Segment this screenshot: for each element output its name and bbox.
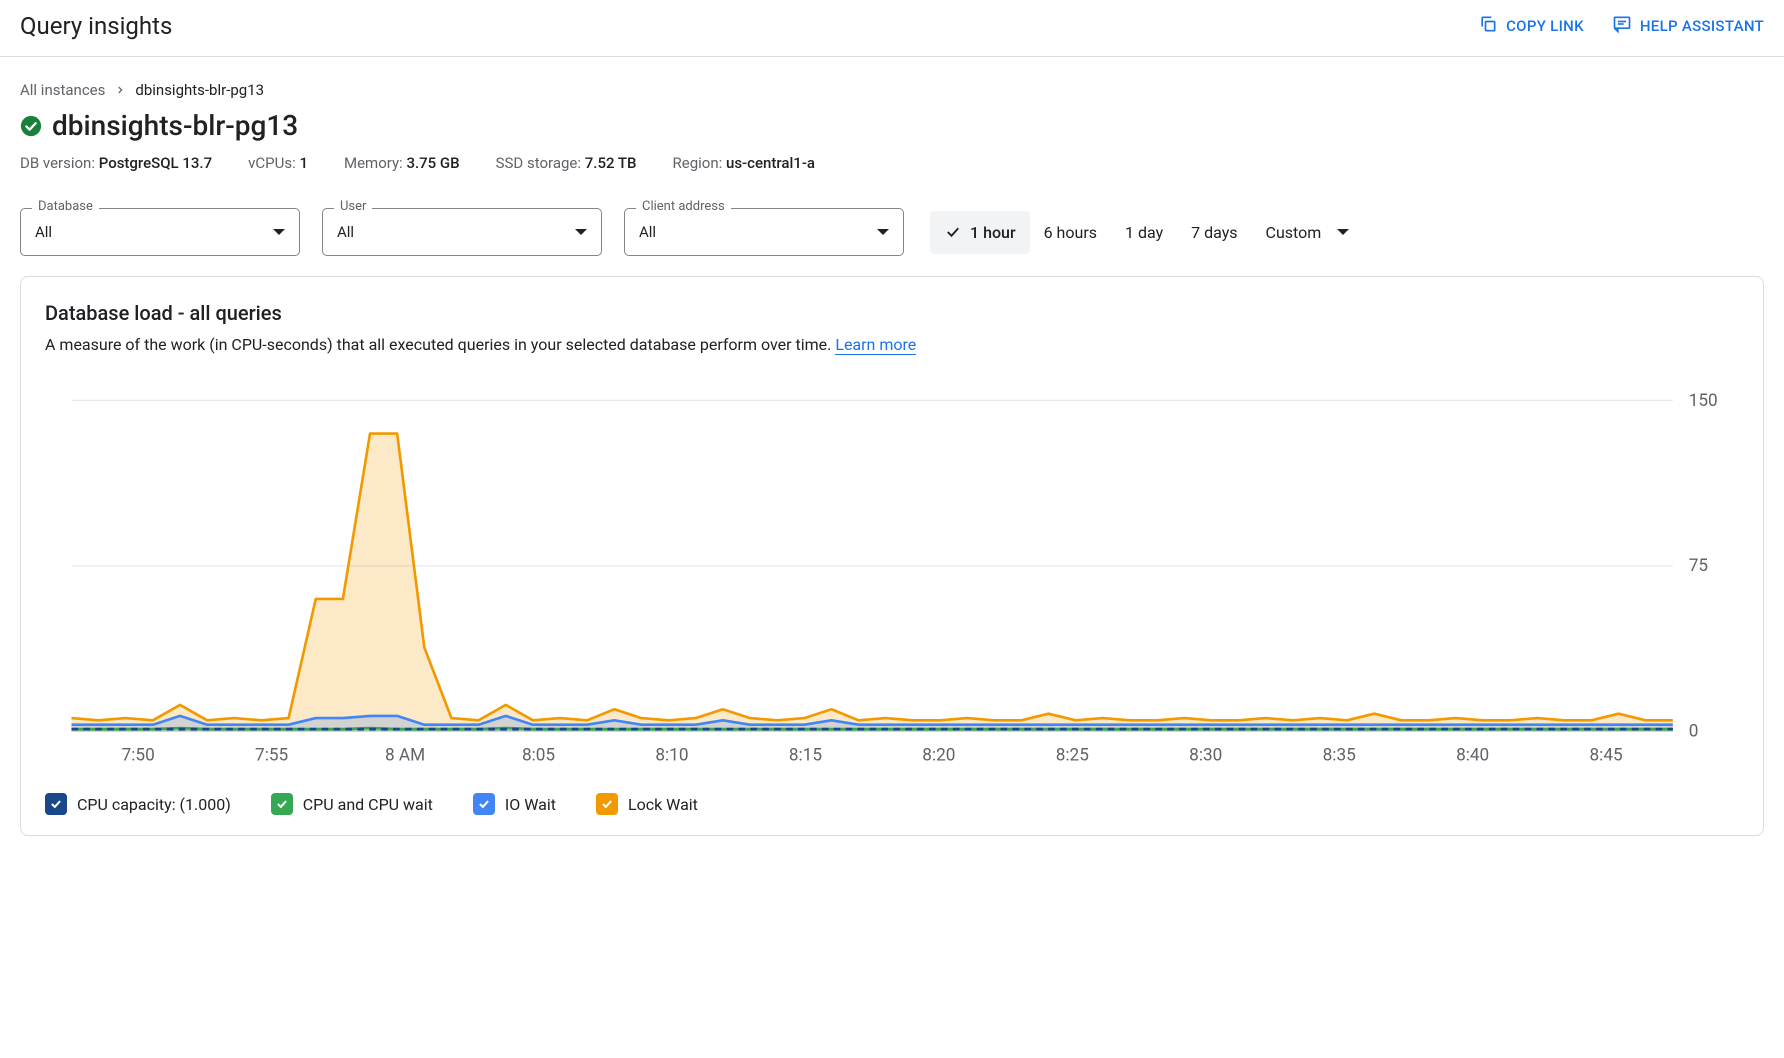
svg-text:75: 75 [1689,556,1708,576]
help-assistant-label: HELP ASSISTANT [1640,17,1764,35]
time-range-tabs: 1 hour6 hours1 day7 daysCustom [930,211,1363,254]
chevron-down-icon [575,229,587,235]
status-running-icon [20,115,42,137]
database-load-chart: 0 75 150 7:50 7:55 8 AM 8:05 8:10 8:15 8:20 8:25 8:… [45,374,1739,771]
svg-text:8:35: 8:35 [1323,745,1356,765]
time-range-tab[interactable]: Custom [1252,211,1364,254]
legend-label: Lock Wait [628,795,698,814]
svg-text:150: 150 [1689,391,1718,411]
card-title: Database load - all queries [45,301,1739,325]
help-assistant-button[interactable]: HELP ASSISTANT [1612,14,1764,38]
svg-text:0: 0 [1689,722,1699,742]
user-filter-select[interactable]: All [322,208,602,256]
legend-checkbox-icon [473,793,495,815]
legend-checkbox-icon [45,793,67,815]
legend-checkbox-icon [271,793,293,815]
legend-item[interactable]: IO Wait [473,793,556,815]
chevron-down-icon [273,229,285,235]
breadcrumb-root[interactable]: All instances [20,81,105,99]
svg-text:8:10: 8:10 [655,745,688,765]
client-filter-label: Client address [636,199,731,214]
copy-icon [1478,14,1498,38]
svg-text:7:50: 7:50 [122,745,155,765]
chart-legend: CPU capacity: (1.000) CPU and CPU wait IO … [45,793,1739,815]
chevron-down-icon [877,229,889,235]
time-range-tab[interactable]: 6 hours [1030,211,1111,254]
legend-label: IO Wait [505,795,556,814]
database-filter-select[interactable]: All [20,208,300,256]
breadcrumb: All instances dbinsights-blr-pg13 [20,81,1764,99]
legend-item[interactable]: Lock Wait [596,793,698,815]
svg-text:8:25: 8:25 [1056,745,1089,765]
legend-label: CPU capacity: (1.000) [77,795,231,814]
legend-checkbox-icon [596,793,618,815]
legend-item[interactable]: CPU capacity: (1.000) [45,793,231,815]
page-title: Query insights [20,12,172,40]
svg-text:7:55: 7:55 [255,745,288,765]
svg-text:8:15: 8:15 [789,745,822,765]
user-filter-label: User [334,199,372,214]
svg-text:8:20: 8:20 [922,745,955,765]
copy-link-button[interactable]: COPY LINK [1478,14,1584,38]
breadcrumb-current: dbinsights-blr-pg13 [135,81,264,99]
svg-text:8 AM: 8 AM [385,745,425,765]
legend-label: CPU and CPU wait [303,795,433,814]
client-filter-select[interactable]: All [624,208,904,256]
svg-text:8:40: 8:40 [1456,745,1489,765]
time-range-tab[interactable]: 1 day [1111,211,1177,254]
svg-text:8:05: 8:05 [522,745,555,765]
time-range-tab[interactable]: 1 hour [930,211,1030,254]
learn-more-link[interactable]: Learn more [835,335,916,355]
svg-text:8:45: 8:45 [1590,745,1623,765]
copy-link-label: COPY LINK [1506,17,1584,35]
database-load-card: Database load - all queries A measure of… [20,276,1764,836]
svg-text:8:30: 8:30 [1189,745,1222,765]
instance-name: dbinsights-blr-pg13 [52,109,298,142]
chat-icon [1612,14,1632,38]
chevron-right-icon [115,81,125,99]
database-filter-label: Database [32,199,99,214]
legend-item[interactable]: CPU and CPU wait [271,793,433,815]
time-range-tab[interactable]: 7 days [1177,211,1251,254]
instance-metadata: DB version: PostgreSQL 13.7 vCPUs: 1 Mem… [20,154,1764,172]
card-description: A measure of the work (in CPU-seconds) t… [45,335,1739,354]
